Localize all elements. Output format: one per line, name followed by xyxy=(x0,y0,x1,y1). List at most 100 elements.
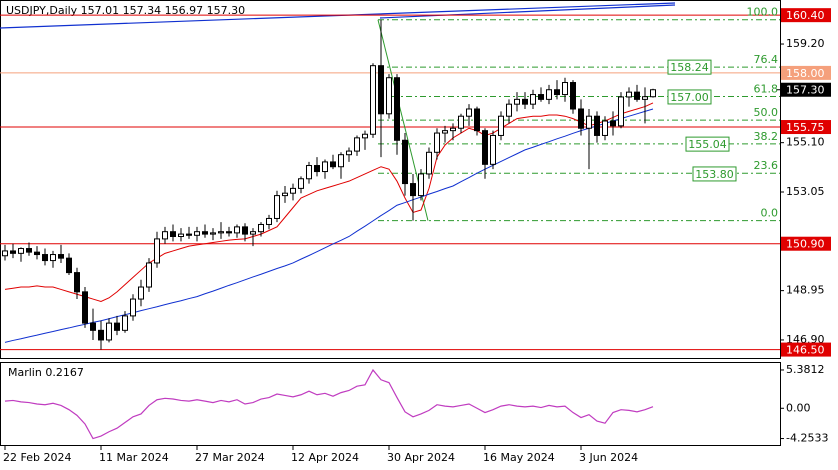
moving-average xyxy=(4,108,654,343)
y-tick-label: -4.2533 xyxy=(786,432,828,445)
candle-body xyxy=(602,120,608,136)
candle-body xyxy=(554,89,560,96)
level-label: 155.75 xyxy=(786,121,825,134)
candle-body xyxy=(50,254,56,262)
price-box-label: 158.24 xyxy=(670,61,709,74)
level-label: 160.40 xyxy=(786,9,825,22)
candle-body xyxy=(466,108,472,117)
candle-body xyxy=(634,91,640,100)
candle-body xyxy=(298,178,304,189)
candle-body xyxy=(474,108,480,132)
candle-body xyxy=(114,322,120,331)
candle-body xyxy=(74,272,80,293)
candle-body xyxy=(538,94,544,100)
fib-label: 50.0 xyxy=(754,106,779,119)
level-label: 158.00 xyxy=(786,67,825,80)
candle-body xyxy=(570,82,576,110)
y-tick-label: 153.05 xyxy=(786,185,825,198)
candle-body xyxy=(194,231,200,236)
candle-body xyxy=(122,315,128,331)
candle-body xyxy=(34,251,40,256)
indicator-title: Marlin 0.2167 xyxy=(8,366,84,379)
candle-body xyxy=(322,161,328,173)
last-price-box xyxy=(781,82,831,97)
candle-body xyxy=(178,233,184,238)
x-tick-label: 12 Apr 2024 xyxy=(291,451,359,464)
candle-body xyxy=(490,134,496,165)
level-label: 146.50 xyxy=(786,344,825,357)
candle-body xyxy=(586,115,592,129)
candle-body xyxy=(290,187,296,194)
x-tick-label: 30 Apr 2024 xyxy=(387,451,455,464)
candle-body xyxy=(170,231,176,238)
candle-body xyxy=(250,231,256,235)
candle-body xyxy=(370,65,376,135)
candle-body xyxy=(394,77,400,141)
candle-body xyxy=(450,127,456,132)
sub-frame xyxy=(0,362,781,446)
fib-label: 23.6 xyxy=(754,159,779,172)
y-tick-label: 148.95 xyxy=(786,284,825,297)
level-box xyxy=(781,65,831,80)
price-box xyxy=(692,166,737,182)
fib-label: 100.0 xyxy=(747,6,779,19)
x-tick-label: 16 May 2024 xyxy=(483,451,555,464)
candle-body xyxy=(274,195,280,219)
candle-body xyxy=(530,94,536,105)
level-box xyxy=(781,342,831,357)
y-tick-label: 0.00 xyxy=(786,401,811,414)
candle-body xyxy=(330,161,336,168)
level-label: 150.90 xyxy=(786,238,825,251)
candle-body xyxy=(458,115,464,129)
y-tick-label: 155.10 xyxy=(786,136,825,149)
candle-body xyxy=(482,130,488,165)
indicator-line xyxy=(4,368,654,440)
candle-body xyxy=(642,96,648,100)
candle-body xyxy=(218,231,224,234)
candle-body xyxy=(242,226,248,235)
candle-body xyxy=(258,223,264,233)
candle-body xyxy=(98,329,104,341)
candle-body xyxy=(306,165,312,180)
x-tick-label: 11 Mar 2024 xyxy=(99,451,169,464)
candle-body xyxy=(26,248,32,253)
candle-body xyxy=(58,254,64,259)
candle-body xyxy=(522,98,528,105)
candle-body xyxy=(618,96,624,127)
candle-body xyxy=(66,257,72,274)
price-box xyxy=(685,136,730,152)
candle-body xyxy=(226,231,232,234)
candle-body xyxy=(234,226,240,234)
last-price-label: 157.30 xyxy=(786,84,825,97)
trend-line xyxy=(379,4,676,19)
fib-label: 0.0 xyxy=(761,207,779,220)
price-box xyxy=(667,59,712,75)
price-box-label: 155.04 xyxy=(688,138,727,151)
level-box xyxy=(781,8,831,23)
candle-body xyxy=(146,262,152,288)
candle-body xyxy=(42,254,48,262)
candle-body xyxy=(130,298,136,317)
candle-body xyxy=(18,248,24,254)
level-box xyxy=(781,120,831,135)
x-tick-label: 27 Mar 2024 xyxy=(195,451,265,464)
candle-body xyxy=(282,192,288,197)
candle-body xyxy=(82,291,88,324)
candle-body xyxy=(162,231,168,240)
candle-body xyxy=(202,231,208,235)
candle-body xyxy=(594,115,600,136)
candle-body xyxy=(418,173,424,197)
candle-body xyxy=(362,133,368,139)
candle-body xyxy=(338,154,344,168)
candle-body xyxy=(386,77,392,115)
candle-body xyxy=(154,238,160,264)
candle-body xyxy=(562,82,568,96)
candle-body xyxy=(314,165,320,173)
candle-body xyxy=(186,233,192,236)
candle-body xyxy=(402,139,408,185)
candle-body xyxy=(650,89,656,98)
candle-body xyxy=(90,322,96,331)
candle-body xyxy=(626,91,632,98)
candle-body xyxy=(10,250,16,254)
